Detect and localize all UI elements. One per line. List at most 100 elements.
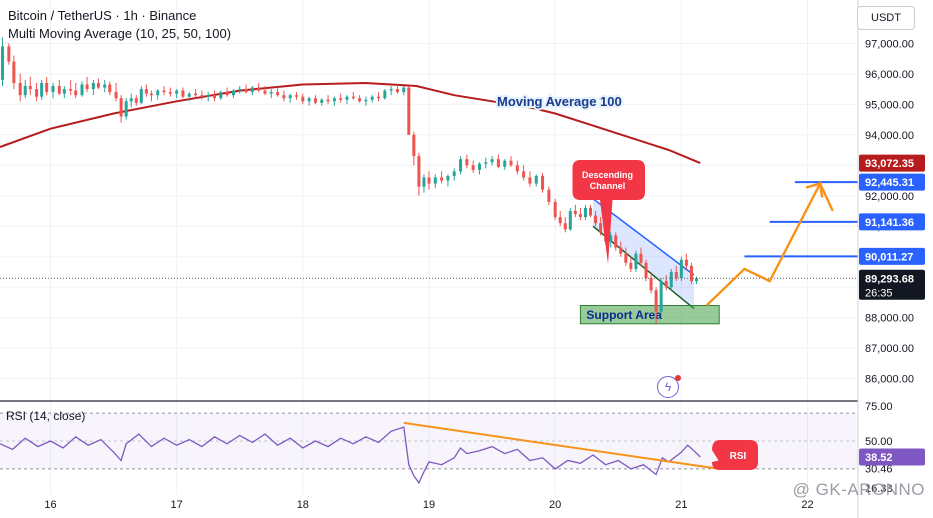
y-tick-label: 88,000.00	[865, 313, 914, 325]
candles	[1, 37, 698, 324]
candle-body	[139, 89, 143, 103]
candle-body	[124, 101, 128, 117]
candle-body	[194, 93, 198, 96]
candle-body	[639, 253, 643, 263]
candle-body	[599, 223, 603, 233]
candle-body	[694, 278, 698, 282]
level-tag-mid: 91,141.36	[865, 217, 914, 229]
level-tag-low: 90,011.27	[865, 251, 913, 263]
price-tags: 93,072.35 92,445.31 91,141.36 90,011.27 89,2…	[859, 154, 925, 466]
candle-body	[250, 87, 254, 93]
rsi-title: RSI (14, close)	[6, 409, 86, 423]
candle-body	[114, 92, 118, 99]
candle-body	[689, 265, 693, 282]
candle-body	[395, 89, 399, 93]
support-box	[579, 305, 720, 325]
candle-body	[433, 177, 437, 184]
rsi-callout-label: RSI	[730, 451, 747, 462]
x-tick-label: 20	[549, 499, 561, 511]
candle-body	[490, 159, 494, 163]
candle-body	[144, 89, 148, 94]
candle-body	[57, 86, 61, 94]
ma100-price-tag: 93,072.35	[865, 158, 914, 170]
candle-body	[339, 98, 343, 100]
candle-body	[644, 262, 648, 279]
channel-callout	[572, 160, 645, 264]
projection-path	[705, 180, 834, 307]
rsi-callout	[712, 440, 758, 470]
support-label: Support Area	[586, 308, 662, 322]
candle-body	[383, 90, 387, 99]
candle-body	[18, 82, 22, 96]
candle-body	[91, 82, 95, 90]
candle-body	[225, 92, 229, 96]
y-tick-label: 86,000.00	[865, 374, 914, 386]
moving-average-100-line: Moving Average 100	[0, 81, 701, 165]
candle-body	[496, 159, 500, 167]
candle-body	[156, 90, 160, 96]
candle-body	[669, 271, 673, 288]
price-levels	[0, 181, 858, 279]
level-tag-mid-bg	[859, 213, 925, 231]
candle-body	[168, 92, 172, 94]
candle-body	[558, 217, 562, 224]
level-tag-top-bg	[859, 173, 925, 191]
candle-body	[573, 211, 577, 215]
ma100-price-tag-bg	[859, 154, 925, 172]
y-tick-label: 96,000.00	[865, 69, 914, 81]
candle-body	[484, 162, 488, 164]
candle-body	[326, 99, 330, 102]
y-tick-label: 94,000.00	[865, 130, 914, 142]
flash-icon[interactable]: ϟ	[657, 375, 681, 398]
rsi-tick-label: 30.46	[865, 463, 893, 475]
candle-body	[364, 99, 368, 102]
level-tag-low-bg	[859, 247, 925, 265]
y-tick-label: 97,000.00	[865, 38, 914, 50]
currency-selector[interactable]: USDT	[857, 6, 915, 30]
candle-body	[412, 134, 416, 157]
candle-body	[503, 160, 507, 167]
candle-body	[85, 84, 89, 90]
candle-body	[614, 235, 618, 248]
candle-body	[282, 95, 286, 99]
candle-body	[509, 160, 513, 166]
candle-body	[200, 95, 204, 97]
candle-body	[238, 89, 242, 91]
rsi-value-tag: 38.52	[865, 452, 893, 464]
candle-body	[181, 90, 185, 97]
candle-body	[96, 82, 100, 88]
candle-body	[35, 89, 39, 97]
candle-body	[358, 98, 362, 102]
candle-body	[269, 92, 273, 94]
candle-body	[427, 177, 431, 184]
candle-body	[417, 156, 421, 187]
rsi-tick-label: 75.00	[865, 401, 893, 413]
candle-body	[276, 92, 280, 96]
candle-body	[351, 96, 355, 99]
candle-body	[389, 89, 393, 91]
candle-body	[7, 46, 11, 62]
candle-body	[295, 95, 299, 97]
candle-body	[219, 92, 223, 99]
x-tick-label: 16	[44, 499, 56, 511]
candle-body	[402, 87, 406, 93]
candle-body	[162, 90, 166, 93]
candle-body	[69, 89, 73, 91]
ma-label: Moving Average 100	[497, 94, 622, 109]
last-price-tag: 89,293.68	[865, 273, 914, 285]
candle-body	[23, 86, 27, 96]
candle-body	[80, 84, 84, 96]
candle-body	[119, 98, 123, 117]
candle-body	[534, 175, 538, 184]
candle-body	[553, 201, 557, 218]
price-gridlines	[0, 0, 858, 494]
candle-body	[634, 253, 638, 269]
candle-body	[477, 163, 481, 170]
candle-body	[332, 98, 336, 102]
candle-body	[446, 175, 450, 181]
candle-body	[515, 165, 519, 172]
candle-body	[679, 259, 683, 279]
candle-body	[62, 89, 66, 94]
